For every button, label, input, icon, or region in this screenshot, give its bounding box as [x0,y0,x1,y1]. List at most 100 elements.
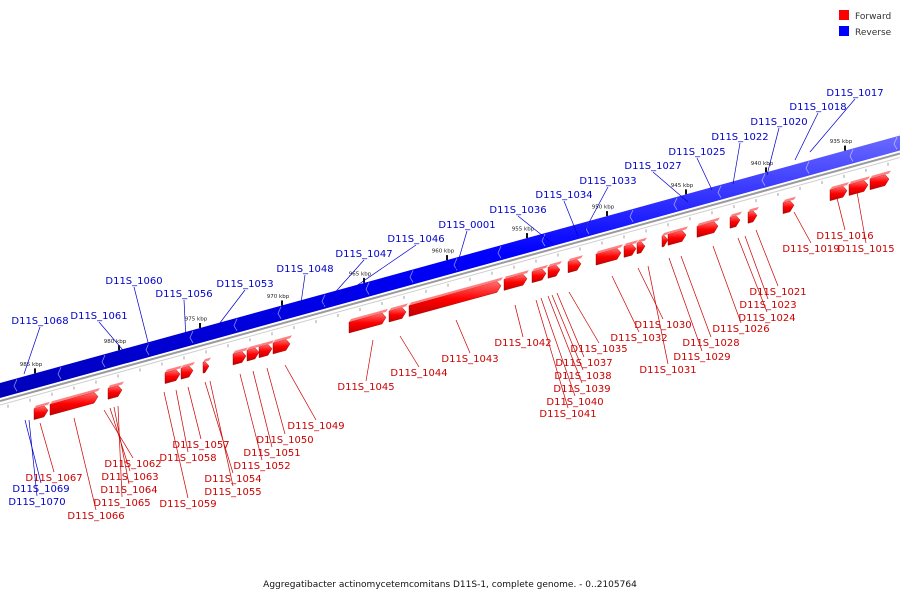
gene-label[interactable]: D11S_1051 [243,448,300,459]
forward-feature-top [389,303,408,312]
gene-label[interactable]: D11S_1054 [204,474,261,485]
forward-feature-top [165,365,182,373]
gene-label[interactable]: D11S_1027 [624,161,681,172]
kbp-tick-label: 970 kbp [267,294,290,300]
gene-label[interactable]: D11S_1026 [712,324,769,335]
gene-label[interactable]: D11S_1057 [172,440,229,451]
gene-label[interactable]: D11S_1063 [101,472,158,483]
gene-label[interactable]: D11S_1037 [555,358,612,369]
leader-line [455,319,471,354]
gene-label[interactable]: D11S_1031 [639,365,696,376]
kbp-tick-label: 955 kbp [512,227,535,233]
gene-label[interactable]: D11S_1047 [335,249,392,260]
leader-line [73,417,97,511]
forward-feature-top [181,361,195,369]
gene-label[interactable]: D11S_1040 [546,397,603,408]
leader-line [540,297,576,397]
gene-label[interactable]: D11S_1046 [387,234,444,245]
gene-label[interactable]: D11S_1029 [673,352,730,363]
kbp-tick-label: 950 kbp [592,205,615,211]
gene-label[interactable]: D11S_1043 [441,354,498,365]
gene-label[interactable]: D11S_1048 [276,264,333,275]
gene-label[interactable]: D11S_1020 [750,117,807,128]
reverse-feature-edge [409,270,414,283]
leader-line [766,127,780,176]
gene-label[interactable]: D11S_1045 [337,382,394,393]
gene-label[interactable]: D11S_1049 [287,421,344,432]
leader-line [637,267,664,320]
gene-label[interactable]: D11S_1034 [535,190,592,201]
leader-line [23,326,41,375]
gene-label[interactable]: D11S_1042 [494,338,551,349]
gene-label[interactable]: D11S_1030 [634,320,691,331]
forward-feature-top [637,237,647,243]
leader-line [28,419,38,497]
gene-label[interactable]: D11S_1019 [782,244,839,255]
reverse-labels: D11S_1068 D11S_1061 D11S_1060 D11S_1056 D11S… [8,88,883,508]
gene-label[interactable]: D11S_1068 [11,316,68,327]
gene-label[interactable]: D11S_1016 [816,231,873,242]
gene-label[interactable]: D11S_1055 [204,487,261,498]
forward-feature-top [349,308,388,323]
reverse-feature-edge [893,137,898,150]
forward-feature-top [247,343,261,351]
gene-label[interactable]: D11S_1053 [216,279,273,290]
forward-feature-top [548,261,562,268]
forward-feature-top [108,381,124,389]
gene-label[interactable]: D11S_1035 [570,344,627,355]
leader-line [284,364,317,421]
kbp-tick-label: 975 kbp [185,316,208,322]
gene-label[interactable]: D11S_1061 [70,311,127,322]
forward-feature-top [596,244,623,255]
gene-label[interactable]: D11S_1024 [738,313,795,324]
leader-line [113,406,130,485]
gene-label[interactable]: D11S_1032 [610,333,667,344]
gene-label[interactable]: D11S_1036 [489,205,546,216]
gene-label[interactable]: D11S_1070 [8,497,65,508]
forward-feature-block [258,344,273,359]
gene-label[interactable]: D11S_1023 [739,300,796,311]
reverse-feature-edge [365,282,370,295]
leader-line [755,229,779,287]
gene-label[interactable]: D11S_1017 [826,88,883,99]
gene-label[interactable]: D11S_1015 [837,244,894,255]
leader-line [836,197,846,231]
gene-label[interactable]: D11S_1059 [159,499,216,510]
forward-feature-top [870,170,891,179]
leader-line [793,211,812,244]
gene-label[interactable]: D11S_1056 [155,289,212,300]
gene-label[interactable]: D11S_1018 [789,102,846,113]
leader-line [551,294,584,371]
gene-label[interactable]: D11S_1022 [711,132,768,143]
leader-line [39,422,55,473]
caption: Aggregatibacter actinomycetemcomitans D1… [263,580,637,590]
gene-label[interactable]: D11S_1039 [553,384,610,395]
leader-line [696,157,713,191]
gene-label[interactable]: D11S_1044 [390,368,447,379]
gene-label[interactable]: D11S_1069 [12,484,69,495]
gene-label[interactable]: D11S_1033 [579,176,636,187]
reverse-feature-edge [57,367,62,380]
gene-label[interactable]: D11S_1041 [539,409,596,420]
gene-label[interactable]: D11S_1038 [554,371,611,382]
forward-feature-block [202,361,210,374]
forward-feature-top [203,357,211,363]
gene-label[interactable]: D11S_1064 [100,485,157,496]
gene-label[interactable]: D11S_1066 [67,511,124,522]
gene-label[interactable]: D11S_1021 [749,287,806,298]
gene-label[interactable]: D11S_1065 [93,498,150,509]
forward-feature-block [869,174,890,191]
gene-label[interactable]: D11S_1052 [233,461,290,472]
gene-label[interactable]: D11S_1025 [668,147,725,158]
gene-label[interactable]: D11S_1028 [682,338,739,349]
forward-feature-block [180,365,194,380]
forward-feature-top [668,226,688,235]
reverse-feature-edge [101,354,106,368]
forward-feature-block [272,339,291,355]
gene-label[interactable]: D11S_1067 [25,473,82,484]
gene-label[interactable]: D11S_1060 [105,276,162,287]
gene-label[interactable]: D11S_1050 [256,435,313,446]
gene-label[interactable]: D11S_1062 [104,459,161,470]
gene-label[interactable]: D11S_1058 [159,453,216,464]
gene-label[interactable]: D11S_0001 [438,220,495,231]
